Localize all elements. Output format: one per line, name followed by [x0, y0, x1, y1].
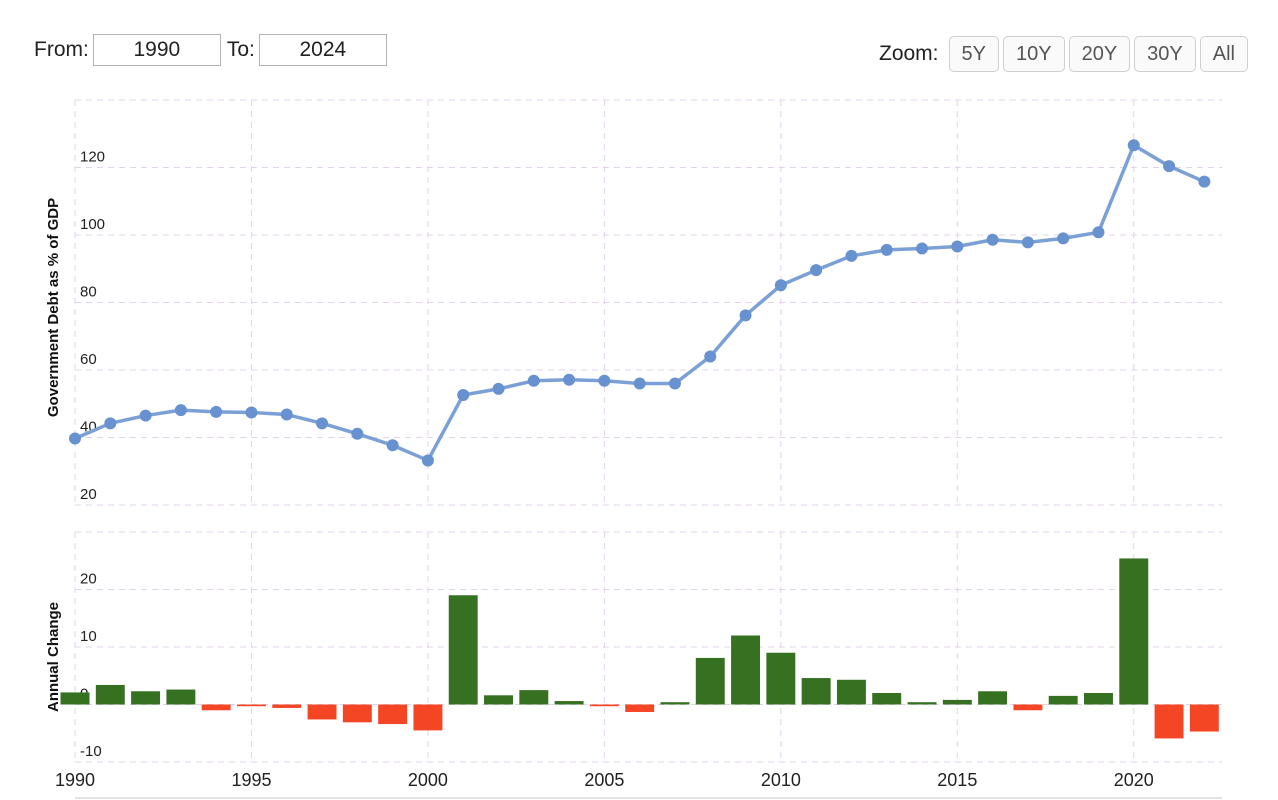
debt-data-point	[421, 454, 434, 467]
debt-data-point	[527, 374, 540, 387]
debt-data-point	[916, 242, 929, 255]
debt-data-point	[245, 406, 258, 419]
debt-data-point	[210, 405, 223, 418]
debt-data-point	[951, 240, 964, 253]
annual-change-bar	[166, 689, 196, 705]
x-tick-label: 1995	[231, 770, 271, 790]
y-tick-label: 10	[80, 628, 97, 645]
debt-data-point	[810, 264, 823, 277]
date-range-selector: From: 1990 To: 2024	[34, 34, 393, 66]
zoom-controls: Zoom: 5Y 10Y 20Y 30Y All	[879, 36, 1248, 72]
annual-change-bar	[272, 704, 302, 708]
annual-change-bar	[519, 690, 549, 705]
annual-change-bar	[766, 652, 796, 705]
zoom-5y-button[interactable]: 5Y	[948, 36, 999, 72]
y-tick-label: 20	[80, 486, 97, 503]
debt-data-point	[880, 243, 893, 256]
y-axis-title: Government Debt as % of GDP	[45, 198, 62, 417]
to-year-input[interactable]: 2024	[258, 34, 387, 66]
debt-data-point	[492, 382, 505, 395]
debt-data-point	[845, 249, 858, 262]
debt-data-point	[633, 377, 646, 390]
annual-change-bar	[1189, 704, 1219, 732]
annual-change-bar	[448, 595, 478, 705]
debt-data-point	[774, 279, 787, 292]
annual-change-bar	[731, 635, 761, 705]
annual-change-bar	[201, 704, 231, 711]
annual-change-bar	[589, 704, 619, 707]
debt-data-point	[174, 404, 187, 417]
debt-data-point	[563, 373, 576, 386]
annual-change-bar	[554, 701, 584, 705]
x-tick-label: 2000	[408, 770, 448, 790]
annual-change-bar	[836, 679, 866, 705]
debt-data-point	[69, 432, 81, 445]
debt-data-point	[280, 408, 293, 421]
debt-data-point	[1092, 226, 1105, 239]
x-tick-label: 1990	[55, 770, 95, 790]
annual-change-bar	[1084, 693, 1113, 705]
zoom-10y-button[interactable]: 10Y	[1002, 36, 1065, 72]
y-tick-label: -10	[80, 743, 102, 760]
annual-change-bar	[413, 704, 443, 731]
x-tick-label: 2010	[761, 770, 801, 790]
debt-data-point	[457, 388, 470, 401]
annual-change-bar	[625, 704, 655, 712]
annual-change-bar	[378, 704, 408, 725]
annual-change-bar	[1154, 704, 1184, 739]
debt-data-point	[386, 439, 399, 452]
x-tick-label: 2015	[937, 770, 977, 790]
annual-change-bar	[484, 695, 513, 705]
annual-change-bar	[695, 657, 725, 705]
annual-change-bar	[660, 702, 690, 705]
annual-change-bar	[307, 704, 337, 720]
from-label: From:	[34, 38, 89, 61]
debt-data-point	[1198, 175, 1211, 188]
annual-change-bar	[236, 704, 266, 707]
debt-data-point	[1021, 236, 1034, 249]
y-tick-label: 60	[80, 351, 97, 368]
debt-data-point	[351, 427, 364, 440]
debt-data-point	[704, 350, 717, 363]
x-tick-label: 2020	[1114, 770, 1154, 790]
debt-data-point	[668, 377, 681, 390]
y-tick-label: 100	[80, 216, 105, 233]
annual-change-bar	[131, 691, 161, 705]
debt-data-point	[104, 417, 117, 430]
y-tick-label: 20	[80, 571, 97, 588]
annual-change-bar	[801, 678, 831, 705]
to-label: To:	[226, 38, 255, 61]
annual-change-bar	[60, 692, 90, 705]
zoom-all-button[interactable]: All	[1199, 36, 1248, 72]
zoom-label: Zoom:	[879, 42, 939, 65]
y-tick-label: 80	[80, 284, 97, 301]
debt-series-line	[73, 143, 1206, 463]
debt-data-point	[598, 374, 611, 387]
from-year-input[interactable]: 1990	[92, 34, 221, 66]
annual-change-bar	[872, 693, 902, 705]
annual-change-bar	[1119, 558, 1149, 705]
annual-change-bar	[1048, 695, 1078, 705]
annual-change-bar	[95, 684, 125, 705]
annual-change-bar	[342, 704, 372, 723]
annual-change-bar	[907, 702, 937, 705]
debt-data-point	[1163, 160, 1176, 173]
debt-data-point	[739, 309, 752, 322]
annual-change-bar	[1013, 704, 1043, 711]
zoom-30y-button[interactable]: 30Y	[1134, 36, 1196, 72]
x-tick-label: 2005	[584, 770, 624, 790]
y-tick-label: 120	[80, 149, 105, 166]
y-axis-title: Annual Change	[45, 602, 62, 712]
annual-change-bar	[978, 691, 1008, 705]
debt-data-point	[986, 233, 999, 246]
debt-data-point	[139, 409, 152, 422]
zoom-20y-button[interactable]: 20Y	[1068, 36, 1131, 72]
debt-data-point	[316, 417, 329, 430]
annual-change-bar	[942, 699, 972, 705]
debt-data-point	[1127, 139, 1140, 152]
debt-data-point	[1057, 232, 1070, 245]
